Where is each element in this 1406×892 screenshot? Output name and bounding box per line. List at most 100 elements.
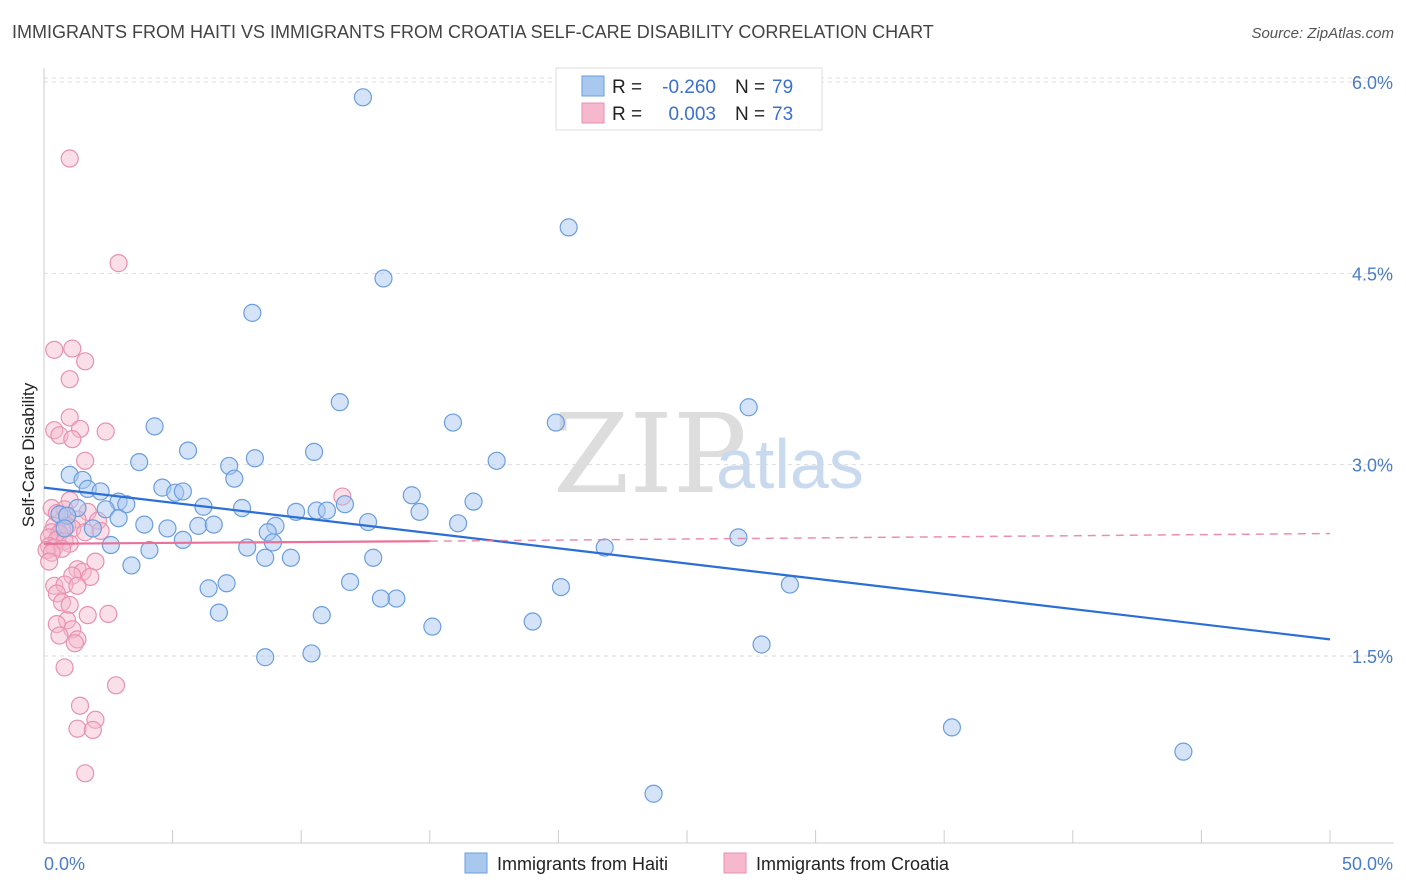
watermark-atlas: atlas (716, 425, 864, 503)
watermark-zip: ZIP (553, 390, 747, 518)
croatia-point (68, 719, 87, 738)
croatia-point (96, 422, 115, 441)
x-ticks (43, 830, 1331, 843)
croatia-point (70, 419, 90, 439)
legend-r-value-croatia: 0.003 (668, 104, 716, 125)
legend-n-label-croatia: N = (735, 104, 765, 125)
croatia-point (60, 149, 79, 168)
haiti-trendline (43, 486, 1331, 641)
haiti-point (243, 303, 262, 322)
haiti-point (464, 492, 483, 511)
haiti-point (739, 398, 758, 417)
legend-r-label-croatia: R = (612, 104, 642, 125)
haiti-point (780, 575, 799, 594)
haiti-point (752, 635, 771, 654)
haiti-point (199, 579, 218, 598)
haiti-point (487, 451, 506, 470)
croatia-trendline-dashed (429, 532, 1331, 542)
haiti-point (158, 519, 177, 538)
croatia-point (58, 611, 77, 630)
haiti-point (551, 577, 571, 597)
legend-n-value-haiti: 79 (772, 77, 793, 98)
haiti-point (546, 413, 565, 432)
haiti-point (140, 541, 159, 560)
y-tick-labels: 1.5% 3.0% 4.5% 6.0% (1352, 73, 1393, 667)
legend-r-value-haiti: -0.260 (662, 77, 716, 98)
gridlines (44, 77, 1394, 657)
haiti-point (83, 519, 102, 538)
chart-title: IMMIGRANTS FROM HAITI VS IMMIGRANTS FROM… (12, 22, 934, 42)
croatia-point (47, 584, 66, 603)
haiti-point (523, 612, 542, 631)
y-tick-label: 4.5% (1352, 264, 1393, 284)
haiti-point (559, 218, 578, 237)
y-axis-label: Self-Care Disability (19, 382, 38, 527)
legend-n-value-croatia: 73 (772, 104, 793, 125)
haiti-point (353, 88, 373, 107)
croatia-point (60, 370, 79, 389)
legend: R = -0.260 N = 79 R = 0.003 N = 73 (555, 67, 823, 131)
haiti-point (178, 441, 198, 460)
haiti-point (302, 644, 321, 663)
haiti-point (101, 535, 120, 555)
haiti-point (91, 482, 110, 501)
haiti-point (312, 606, 331, 625)
croatia-point (99, 604, 118, 623)
croatia-point (83, 720, 102, 740)
haiti-point (55, 519, 74, 538)
haiti-point (335, 495, 355, 514)
haiti-point (117, 495, 136, 514)
trendlines (43, 486, 1331, 641)
croatia-point (37, 541, 56, 560)
haiti-point (173, 530, 192, 550)
bottom-legend-swatch-haiti (464, 852, 488, 874)
axes (43, 68, 1394, 844)
croatia-point (76, 451, 95, 470)
haiti-point (96, 500, 115, 519)
haiti-point (729, 528, 748, 547)
haiti-point (340, 572, 360, 592)
bottom-legend-label-haiti: Immigrants from Haiti (497, 854, 668, 874)
haiti-point (189, 516, 208, 535)
haiti-point (387, 589, 406, 608)
haiti-point (232, 498, 252, 518)
haiti-point (145, 417, 164, 436)
croatia-point (55, 658, 74, 677)
haiti-point (209, 603, 228, 622)
croatia-point (81, 567, 100, 586)
haiti-point (256, 648, 275, 667)
x-tick-label-min: 0.0% (44, 854, 85, 874)
croatia-point (63, 430, 82, 449)
haiti-point (122, 556, 141, 575)
croatia-point (65, 634, 84, 653)
y-tick-label: 6.0% (1352, 73, 1393, 93)
haiti-point (364, 548, 383, 567)
legend-r-label-haiti: R = (612, 77, 642, 98)
haiti-point (204, 515, 223, 534)
haiti-point (317, 501, 337, 520)
haiti-point (281, 548, 301, 567)
bottom-legend: Immigrants from Haiti Immigrants from Cr… (464, 852, 950, 874)
croatia-point (106, 676, 126, 695)
y-tick-label: 3.0% (1352, 456, 1393, 476)
haiti-point (330, 393, 349, 412)
croatia-point (50, 626, 69, 645)
haiti-point (217, 574, 236, 593)
haiti-point (135, 515, 154, 534)
haiti-point (448, 514, 468, 533)
haiti-point (644, 784, 663, 803)
haiti-point (1174, 742, 1193, 761)
x-tick-label-max: 50.0% (1342, 854, 1393, 874)
croatia-point (40, 552, 59, 571)
haiti-point (410, 502, 429, 521)
legend-swatch-croatia (581, 102, 605, 124)
y-tick-label: 1.5% (1352, 647, 1393, 667)
croatia-point (63, 339, 82, 358)
haiti-point (402, 486, 421, 505)
croatia-point (45, 421, 64, 440)
croatia-trendline (43, 540, 430, 545)
croatia-point (109, 254, 128, 273)
croatia-series (37, 149, 352, 783)
haiti-point (109, 509, 128, 528)
